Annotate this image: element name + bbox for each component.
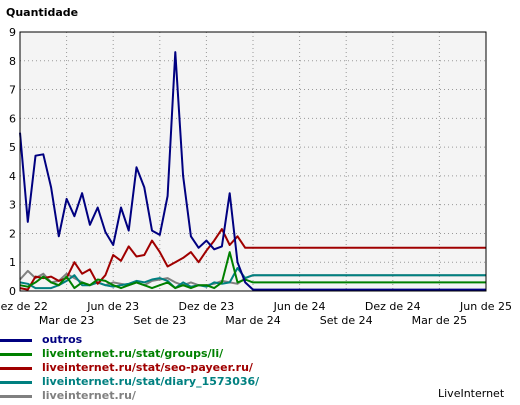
y-tick-label: 6 bbox=[9, 112, 16, 125]
y-tick-label: 4 bbox=[9, 170, 16, 183]
x-tick-label: Mar de 23 bbox=[39, 314, 95, 327]
x-tick-label: Set de 24 bbox=[320, 314, 373, 327]
series-line-liveinternet-ru-stat-groups-li bbox=[19, 251, 486, 290]
brand-label: LiveInternet bbox=[438, 387, 505, 400]
legend-label: outros bbox=[42, 333, 83, 346]
y-tick-label: 7 bbox=[9, 84, 16, 97]
y-tick-label: 2 bbox=[9, 227, 16, 240]
series-line-liveinternet-ru-stat-seo-payeer-ru bbox=[19, 228, 486, 291]
series-line-outros bbox=[19, 51, 486, 291]
legend-swatch bbox=[0, 339, 32, 342]
x-tick-label: Dez de 24 bbox=[365, 300, 421, 313]
legend-label: liveinternet.ru/stat/diary_1573036/ bbox=[42, 375, 260, 388]
x-tick-label: Mar de 25 bbox=[412, 314, 468, 327]
y-tick-label: 0 bbox=[9, 285, 16, 298]
legend-swatch bbox=[0, 381, 32, 384]
plot-border bbox=[19, 31, 487, 292]
x-tick-label: Jun de 23 bbox=[86, 300, 139, 313]
series-lines bbox=[19, 51, 486, 291]
x-tick-label: Dez de 23 bbox=[179, 300, 235, 313]
y-tick-label: 9 bbox=[9, 26, 16, 39]
legend-label: liveinternet.ru/stat/groups/li/ bbox=[42, 347, 224, 360]
legend-label: liveinternet.ru/stat/seo-payeer.ru/ bbox=[42, 361, 253, 374]
y-tick-label: 5 bbox=[9, 141, 16, 154]
y-axis-label: Quantidade bbox=[6, 6, 78, 19]
x-tick-label: Dez de 22 bbox=[0, 300, 48, 313]
grid-lines bbox=[19, 32, 487, 291]
legend-swatch bbox=[0, 353, 32, 356]
x-tick-label: Jun de 25 bbox=[459, 300, 512, 313]
y-tick-label: 8 bbox=[9, 55, 16, 68]
y-tick-label: 3 bbox=[9, 199, 16, 212]
x-tick-label: Set de 23 bbox=[133, 314, 186, 327]
x-tick-label: Jun de 24 bbox=[273, 300, 326, 313]
y-tick-labels: 0 1 2 3 4 5 6 7 8 9 bbox=[9, 26, 16, 298]
x-tick-label: Mar de 24 bbox=[225, 314, 281, 327]
y-tick-label: 1 bbox=[9, 256, 16, 269]
legend-swatch bbox=[0, 395, 32, 398]
legend-swatch bbox=[0, 367, 32, 370]
legend-label: liveinternet.ru/ bbox=[42, 389, 136, 402]
